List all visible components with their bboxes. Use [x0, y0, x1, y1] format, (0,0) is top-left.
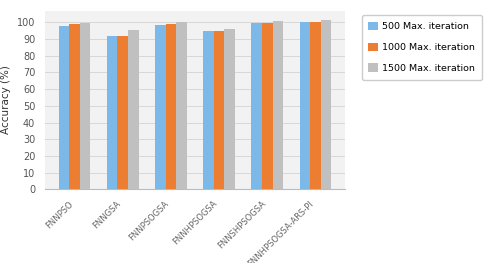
- Bar: [118, 37, 128, 189]
- Bar: [310, 22, 321, 189]
- Bar: [224, 29, 235, 189]
- Y-axis label: Accuracy (%): Accuracy (%): [2, 65, 12, 134]
- Bar: [80, 23, 90, 189]
- Bar: [166, 24, 176, 189]
- Bar: [69, 24, 80, 189]
- Legend: 500 Max. iteration, 1000 Max. iteration, 1500 Max. iteration: 500 Max. iteration, 1000 Max. iteration,…: [362, 15, 482, 79]
- Bar: [300, 22, 310, 189]
- Bar: [262, 23, 272, 189]
- Bar: [272, 21, 283, 189]
- Bar: [203, 31, 214, 189]
- Bar: [214, 31, 224, 189]
- Bar: [321, 20, 332, 189]
- Bar: [107, 37, 118, 189]
- Bar: [176, 22, 187, 189]
- Bar: [128, 30, 138, 189]
- Bar: [252, 23, 262, 189]
- Bar: [155, 25, 166, 189]
- Bar: [58, 26, 69, 189]
